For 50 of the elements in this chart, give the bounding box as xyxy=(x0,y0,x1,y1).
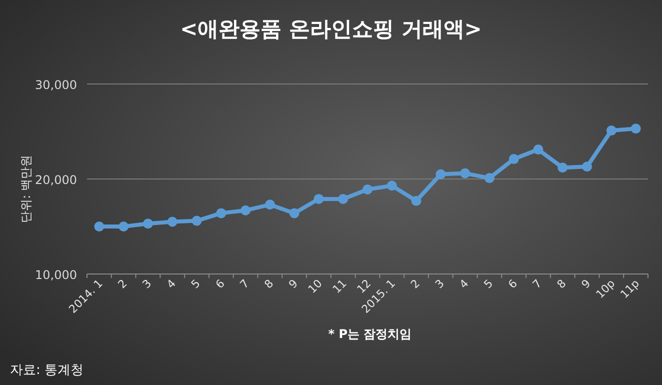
x-tick-label: 7 xyxy=(238,276,252,292)
x-tick-label: 11 xyxy=(330,276,350,296)
y-tick-label: 10,000 xyxy=(35,268,77,282)
x-tick-label: 10p xyxy=(594,276,618,301)
x-tick-label: 7 xyxy=(530,276,544,292)
point xyxy=(289,208,300,218)
y-tick-label: 30,000 xyxy=(35,78,77,92)
point xyxy=(314,194,324,204)
x-tick-label: 6 xyxy=(213,276,228,292)
point xyxy=(362,184,372,194)
point xyxy=(94,222,104,232)
y-axis-title: 단위: 백만원 xyxy=(19,155,33,223)
x-tick-label: 5 xyxy=(188,276,203,292)
point xyxy=(338,194,348,204)
x-tick-label: 11p xyxy=(618,276,642,301)
y-tick-label: 20,000 xyxy=(35,173,77,187)
x-tick-label: 10 xyxy=(306,276,325,296)
point xyxy=(216,208,226,218)
point xyxy=(436,169,446,180)
point xyxy=(460,168,470,178)
x-tick-label: 3 xyxy=(140,276,154,292)
point xyxy=(240,205,251,216)
point xyxy=(484,173,494,184)
chart-title: <애완용품 온라인쇼핑 거래액> xyxy=(180,17,482,41)
text: 자료: 통계청 xyxy=(10,363,84,378)
point xyxy=(558,162,568,173)
point xyxy=(386,180,397,191)
point xyxy=(582,162,592,172)
point xyxy=(533,144,544,155)
x-tick-label: 2 xyxy=(408,276,422,292)
x-tick-label: 8 xyxy=(262,276,276,292)
x-tick-label: 9 xyxy=(579,276,594,292)
x-tick-label: 8 xyxy=(554,276,569,292)
x-tick-label: 4 xyxy=(164,276,178,292)
point xyxy=(118,222,129,232)
point xyxy=(508,154,519,164)
point xyxy=(167,216,178,227)
x-tick-label: 6 xyxy=(506,276,520,292)
point xyxy=(411,196,422,206)
point xyxy=(606,126,616,136)
point xyxy=(142,218,153,229)
x-tick-label: 5 xyxy=(481,276,496,292)
point xyxy=(630,124,641,134)
x-tick-label: 4 xyxy=(457,276,472,292)
x-tick-label: 2 xyxy=(116,276,130,292)
x-tick-label: 3 xyxy=(432,276,447,292)
point xyxy=(192,216,202,226)
point xyxy=(264,200,275,210)
text: * P는 잠정치임 xyxy=(328,327,412,341)
x-tick-label: 9 xyxy=(286,276,300,292)
